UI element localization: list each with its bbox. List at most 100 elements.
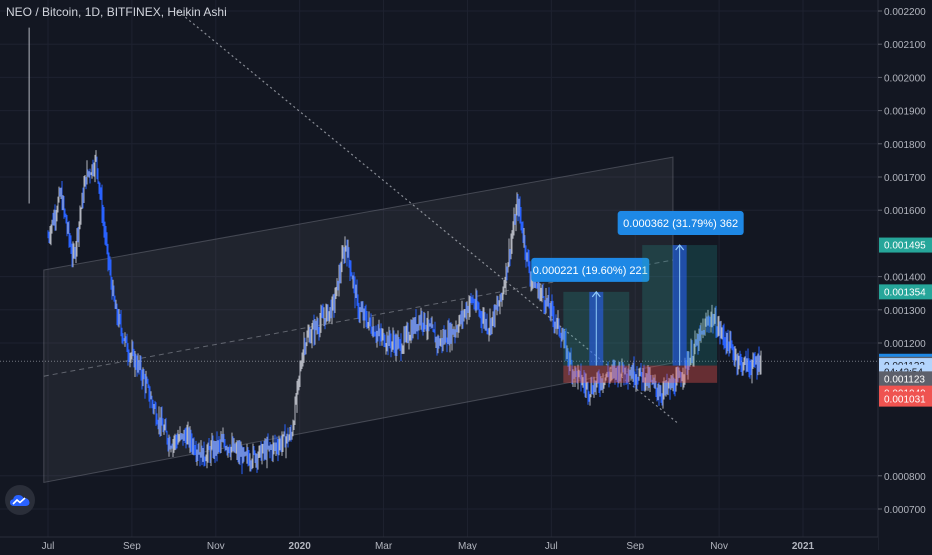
candle-body [355, 282, 356, 298]
candle-body [451, 327, 452, 340]
candle-body [153, 403, 154, 408]
candle-body [745, 358, 746, 360]
candle-body [278, 448, 279, 450]
candle-body [450, 327, 451, 341]
price-badge-label: 0.001354 [884, 287, 926, 298]
candle-body [400, 341, 401, 342]
candle-body [257, 456, 258, 461]
candle-body [357, 290, 358, 297]
candle-body [503, 292, 504, 295]
candle-body [587, 384, 588, 385]
candle-body [527, 253, 528, 258]
price-axis-label: 0.001900 [884, 107, 926, 118]
candle-body [464, 314, 465, 318]
candle-body [639, 373, 640, 380]
candle-body [724, 335, 725, 341]
candle-body [318, 327, 319, 330]
candle-body [126, 338, 127, 339]
candle-body [364, 311, 365, 318]
candle-body [502, 294, 503, 299]
candle-body [475, 305, 476, 306]
candle-body [447, 342, 448, 343]
candle-body [389, 334, 390, 345]
candle-body [86, 177, 87, 183]
candle-body [414, 324, 415, 330]
candle-body [359, 313, 360, 314]
candle-body [119, 316, 120, 323]
candle-body [197, 452, 198, 454]
time-axis-label: Sep [626, 541, 644, 550]
candle-body [391, 342, 392, 347]
candle-body [121, 320, 122, 329]
candle-body [582, 383, 583, 384]
candle-body [387, 338, 388, 346]
candle-body [185, 434, 186, 437]
candle-body [300, 369, 301, 376]
candle-body [386, 345, 387, 346]
candle-body [192, 443, 193, 448]
candle-body [286, 440, 287, 447]
candle-body [195, 451, 196, 452]
candle-body [51, 228, 52, 236]
candle-body [461, 316, 462, 320]
candle-body [66, 215, 67, 223]
candle-body [71, 244, 72, 252]
candle-body [176, 438, 177, 441]
candle-body [541, 292, 542, 293]
candle-body [103, 215, 104, 218]
candle-body [67, 223, 68, 229]
chart-title: NEO / Bitcoin, 1D, BITFINEX, Heikin Ashi [6, 5, 227, 19]
candle-body [274, 444, 275, 445]
candle-body [491, 320, 492, 328]
candle-body [113, 287, 114, 294]
candle-body [529, 259, 530, 270]
price-axis-label: 0.002000 [884, 73, 926, 84]
candle-body [151, 398, 152, 399]
candle-body [658, 394, 659, 395]
candle-body [405, 334, 406, 336]
candle-body [478, 307, 479, 308]
candle-body [301, 366, 302, 368]
candle-body [234, 444, 235, 449]
candle-body [660, 394, 661, 396]
candle-body [331, 307, 332, 316]
candle-body [196, 452, 197, 454]
candle-body [374, 328, 375, 335]
candle-body [220, 443, 221, 444]
price-axis-label: 0.000800 [884, 472, 926, 483]
candle-body [211, 447, 212, 457]
time-axis-label: Jul [42, 541, 55, 550]
candle-body [634, 367, 635, 380]
candle-body [251, 463, 252, 465]
candle-body [338, 281, 339, 288]
position-label: 0.000221 (19.60%) 221 [533, 265, 648, 277]
candle-body [199, 452, 200, 453]
tradingview-cloud-icon[interactable] [5, 485, 35, 515]
candle-body [505, 284, 506, 285]
candle-body [108, 245, 109, 260]
candle-body [226, 448, 227, 449]
candle-body [549, 298, 550, 309]
candle-body [167, 432, 168, 441]
candle-body [219, 443, 220, 444]
candle-body [309, 334, 310, 335]
candle-body [636, 377, 637, 380]
candle-body [500, 295, 501, 305]
candle-body [522, 222, 523, 232]
candle-body [161, 417, 162, 427]
candle-body [205, 459, 206, 460]
candle-body [594, 384, 595, 393]
candle-body [752, 366, 753, 373]
candle-body [361, 310, 362, 311]
candle-body [723, 330, 724, 335]
candle-body [124, 339, 125, 341]
candle-body [437, 338, 438, 344]
candle-body [314, 325, 315, 335]
candle-body [439, 340, 440, 345]
candle-body [233, 444, 234, 450]
candle-body [531, 280, 532, 281]
candle-body [737, 356, 738, 365]
candle-body [399, 341, 400, 342]
